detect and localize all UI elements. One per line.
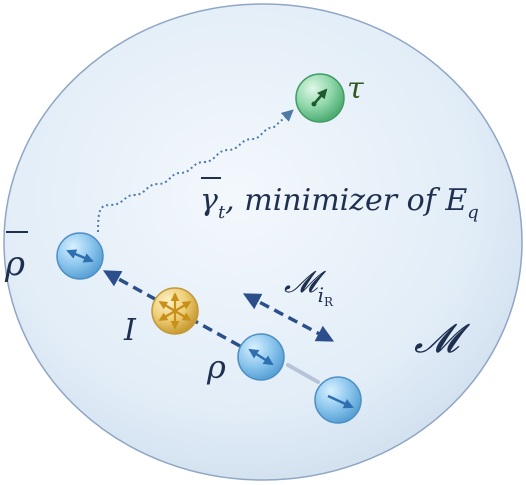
path-label: γt, minimizer of Eq (200, 177, 479, 223)
submanifold-dashed-arrow (242, 293, 335, 342)
svg-text:γt, minimizer of Eq: γt, minimizer of Eq (200, 183, 479, 223)
operator-label: I (123, 313, 137, 348)
sub-i: i (318, 283, 324, 307)
arrow-icon (327, 394, 354, 409)
final-state (314, 376, 362, 424)
operator-dashed-arrow (102, 270, 241, 348)
manifold-blob (3, 3, 523, 481)
target-label: τ (347, 71, 364, 106)
bidirectional-arrow-icon (66, 249, 94, 263)
rho-state (237, 333, 285, 381)
path-sub-q: q (467, 202, 479, 223)
rho-label: ρ (206, 348, 226, 386)
svg-text:ρ: ρ (4, 244, 25, 284)
rho-bar-label: ρ (4, 231, 28, 284)
starburst-arrows-icon (158, 292, 192, 330)
path-sub-t: t (218, 202, 226, 223)
operator-state (151, 287, 199, 335)
bidirectional-arrow-icon (248, 348, 274, 366)
target-state (295, 73, 345, 123)
sub-R: R (324, 295, 334, 309)
path-gamma: γ (200, 183, 218, 218)
path-text: , minimizer of E (225, 183, 467, 218)
rho-bar-state (56, 232, 104, 280)
faded-trajectory (286, 363, 320, 384)
arrow-icon (313, 88, 328, 105)
